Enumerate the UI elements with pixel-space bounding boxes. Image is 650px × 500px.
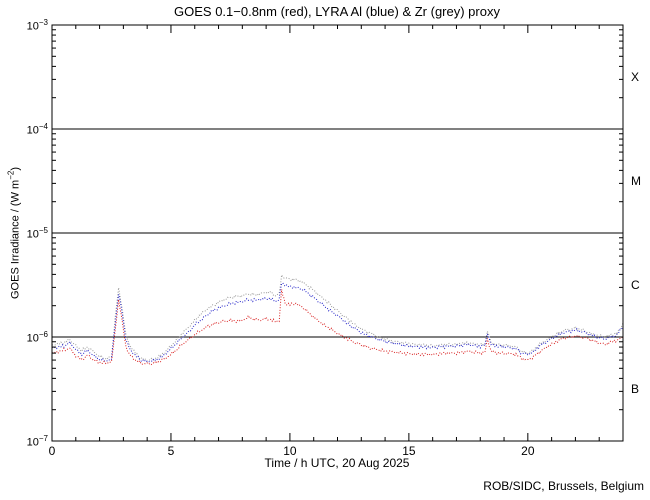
y-tick-exponent: −5 — [38, 226, 48, 235]
flare-class-label-x: X — [631, 70, 640, 84]
y-tick-label: 10−5 — [26, 226, 48, 241]
y-tick-label: 10−4 — [26, 122, 48, 137]
x-tick-label: 0 — [48, 444, 56, 458]
x-tick-label: 15 — [402, 444, 416, 458]
y-tick-exponent: −6 — [38, 330, 48, 339]
y-tick-exponent: −3 — [38, 18, 48, 27]
credit-text: ROB/SIDC, Brussels, Belgium — [483, 479, 644, 493]
y-tick-exponent: −7 — [38, 434, 48, 443]
y-axis-label-exponent: −2 — [6, 170, 16, 180]
x-tick-label: 20 — [521, 444, 535, 458]
series-curve-goes-0-1-0-8nm — [51, 289, 624, 366]
y-tick-label: 10−7 — [26, 434, 48, 449]
flare-class-label-m: M — [631, 174, 641, 188]
flare-class-label-c: C — [631, 278, 640, 292]
y-axis-label-close: ) — [9, 167, 22, 171]
y-tick-label: 10−6 — [26, 330, 48, 345]
x-tick-label: 5 — [167, 444, 175, 458]
y-tick-label: 10−3 — [26, 18, 48, 33]
flare-class-label-b: B — [631, 382, 640, 396]
series-curve-lyra-zr-proxy — [51, 273, 624, 362]
x-tick-label: 10 — [283, 444, 297, 458]
chart-title: GOES 0.1−0.8nm (red), LYRA Al (blue) & Z… — [174, 4, 500, 19]
x-axis-label: Time / h UTC, 20 Aug 2025 — [264, 456, 410, 470]
series-curve-lyra-al-proxy — [51, 282, 624, 363]
y-tick-exponent: −4 — [38, 122, 48, 131]
